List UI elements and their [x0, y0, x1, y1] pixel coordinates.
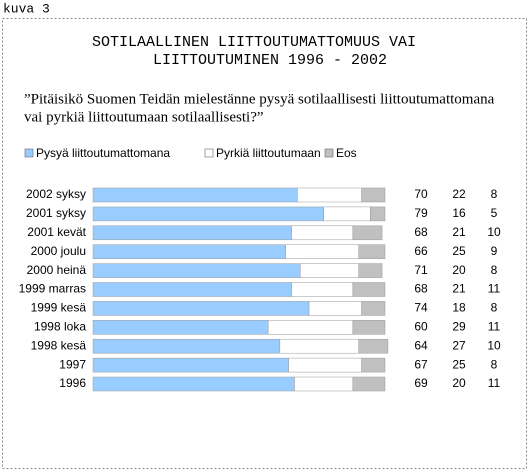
bar-segment	[92, 301, 310, 316]
bar-segment	[352, 282, 386, 297]
bar-segment	[323, 206, 371, 222]
value-label: 70	[414, 187, 428, 201]
value-label: 8	[491, 187, 498, 201]
bar-segment	[285, 244, 359, 259]
value-label: 25	[452, 244, 466, 258]
category-label: 2001 syksy	[26, 206, 86, 220]
legend-swatch	[24, 148, 34, 158]
value-label: 5	[491, 206, 498, 220]
value-label: 66	[414, 244, 428, 258]
value-label: 9	[491, 244, 498, 258]
frame	[2, 18, 527, 469]
bar-segment	[361, 301, 386, 316]
value-label: 67	[414, 357, 428, 371]
value-label: 21	[452, 282, 466, 296]
bar-segment	[358, 263, 383, 278]
legend-label: Eos	[336, 146, 357, 160]
bar-segment	[92, 320, 269, 335]
category-label: 2000 heinä	[27, 263, 87, 277]
figure-label: kuva 3	[3, 1, 50, 16]
value-label: 79	[414, 206, 428, 220]
bar-segment	[361, 187, 386, 203]
bar-segment	[352, 376, 386, 392]
value-label: 25	[452, 357, 466, 371]
value-label: 11	[488, 376, 501, 390]
value-label: 16	[452, 206, 466, 220]
bar-segment	[92, 206, 324, 222]
category-label: 1999 kesä	[31, 301, 87, 315]
bar-segment	[297, 187, 362, 203]
bar-segment	[92, 225, 292, 241]
value-label: 10	[487, 338, 501, 352]
value-label: 64	[414, 338, 428, 352]
value-label: 11	[488, 282, 501, 296]
value-label: 60	[414, 319, 428, 333]
bar-segment	[288, 357, 362, 373]
category-label: 1998 loka	[34, 319, 86, 333]
bar-segment	[92, 338, 281, 354]
category-label: 2002 syksy	[26, 187, 86, 201]
bar-segment	[294, 376, 354, 392]
question: vai pyrkiä liittoutumaan sotilaallisesti…	[24, 109, 264, 125]
value-label: 10	[487, 225, 501, 239]
value-label: 69	[414, 376, 428, 390]
value-label: 71	[414, 263, 428, 277]
bar-segment	[92, 263, 301, 278]
bar-segment	[300, 263, 359, 278]
value-label: 21	[452, 225, 466, 239]
bar-segment	[352, 225, 383, 241]
bar-segment	[92, 187, 298, 203]
legend-label: Pyrkiä liittoutumaan	[216, 146, 321, 160]
value-label: 74	[414, 301, 428, 315]
bar-segment	[92, 357, 289, 373]
legend-swatch	[204, 148, 214, 158]
value-label: 8	[491, 301, 498, 315]
bar-segment	[352, 320, 386, 335]
category-label: 1998 kesä	[31, 338, 87, 352]
value-label: 18	[452, 301, 466, 315]
bar-segment	[267, 320, 354, 335]
legend-label: Pysyä liittoutumattomana	[36, 146, 170, 160]
value-label: 68	[414, 282, 428, 296]
category-label: 2000 joulu	[31, 244, 86, 258]
category-label: 2001 kevät	[27, 225, 86, 239]
category-label: 1999 marras	[19, 282, 86, 296]
bar-segment	[358, 338, 389, 354]
value-label: 20	[452, 263, 466, 277]
bar-segment	[92, 376, 295, 392]
bar-segment	[279, 338, 359, 354]
bar-segment	[92, 244, 286, 259]
bar-segment	[308, 301, 362, 316]
value-label: 27	[452, 338, 466, 352]
bar-segment	[291, 282, 354, 297]
category-label: 1997	[59, 357, 86, 371]
bar-segment	[92, 282, 292, 297]
category-label: 1996	[59, 376, 86, 390]
value-label: 8	[491, 357, 498, 371]
value-label: 20	[452, 376, 466, 390]
value-label: 22	[452, 187, 466, 201]
bar-segment	[358, 244, 386, 259]
chart-title: LIITTOUTUMINEN 1996 - 2002	[153, 52, 387, 69]
chart-title: SOTILAALLINEN LIITTOUTUMATTOMUUS VAI	[92, 34, 416, 51]
value-label: 68	[414, 225, 428, 239]
bar-segment	[361, 357, 386, 373]
bar-segment	[291, 225, 354, 241]
value-label: 11	[488, 319, 501, 333]
legend-swatch	[324, 148, 334, 158]
question: ”Pitäisikö Suomen Teidän mielestänne pys…	[24, 91, 495, 107]
value-label: 8	[491, 263, 498, 277]
bar-segment	[370, 206, 386, 222]
value-label: 29	[452, 319, 466, 333]
